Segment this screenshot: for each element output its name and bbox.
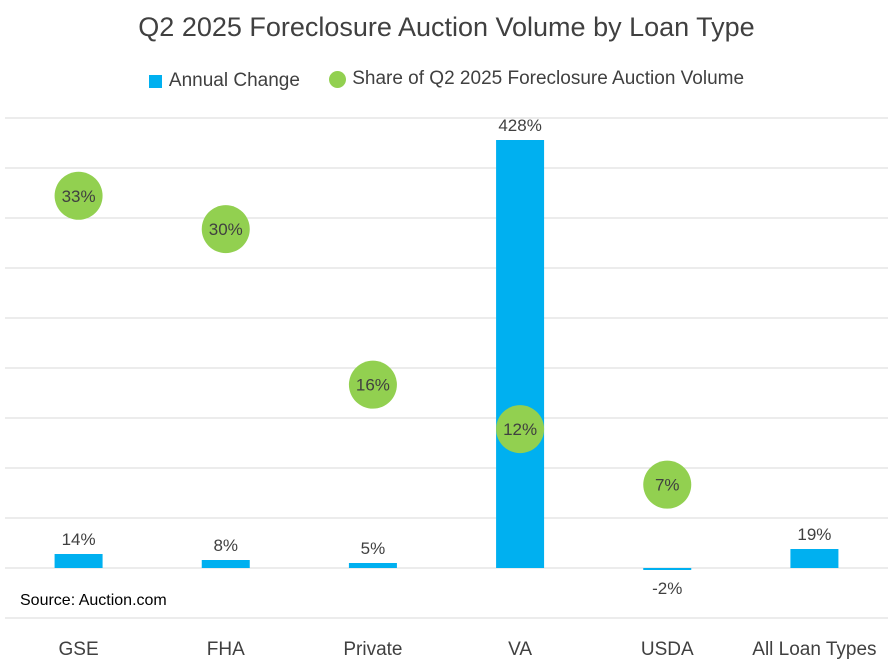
bar-data-label: 19% — [797, 525, 831, 544]
dot-data-label: 33% — [62, 187, 96, 206]
legend-swatch-dot — [329, 70, 347, 88]
dot — [643, 460, 692, 509]
x-tick-label: FHA — [207, 639, 245, 660]
bar — [348, 563, 397, 568]
bar-data-label: 14% — [62, 530, 96, 549]
x-tick-label: GSE — [59, 639, 99, 660]
bar-data-labels: 14% 8% 5% 428% -2% 19% — [62, 116, 832, 598]
dot — [496, 405, 545, 454]
dot-data-label: 7% — [655, 476, 680, 495]
dot — [348, 360, 397, 409]
dot-data-label: 30% — [209, 220, 243, 239]
legend-entry-annual-change: Annual Change — [148, 70, 300, 92]
legend-swatch-bar — [148, 74, 162, 88]
bar — [54, 554, 103, 568]
dot — [54, 171, 103, 220]
dot — [201, 205, 250, 254]
legend-label-share: Share of Q2 2025 Foreclosure Auction Vol… — [352, 68, 745, 89]
legend-entry-share: Share of Q2 2025 Foreclosure Auction Vol… — [329, 68, 744, 90]
chart-title: Q2 2025 Foreclosure Auction Volume by Lo… — [138, 12, 755, 42]
bar-data-label: 5% — [361, 539, 386, 558]
dot-data-label: 16% — [356, 376, 390, 395]
bar-data-label: 8% — [213, 536, 238, 555]
dot-data-label: 12% — [503, 420, 537, 439]
x-tick-label: Private — [343, 639, 402, 660]
source-note: Source: Auction.com — [20, 592, 167, 609]
legend-label-annual-change: Annual Change — [168, 70, 300, 91]
gridlines — [5, 117, 888, 619]
dot-series: 33% 30% 16% 12% 7% — [54, 171, 692, 509]
bar — [201, 560, 250, 568]
bar — [790, 549, 839, 568]
x-tick-label: VA — [508, 639, 532, 660]
x-tick-label: USDA — [641, 639, 694, 660]
bar-data-label: -2% — [652, 579, 682, 598]
legend: Annual Change Share of Q2 2025 Foreclosu… — [0, 68, 893, 94]
x-axis-tick-labels: GSE FHA Private VA USDA All Loan Types — [59, 639, 877, 660]
bar-series — [54, 140, 839, 570]
x-tick-label: All Loan Types — [752, 639, 876, 660]
bar — [496, 140, 545, 568]
bar-data-label: 428% — [498, 116, 541, 135]
bar — [643, 568, 692, 570]
